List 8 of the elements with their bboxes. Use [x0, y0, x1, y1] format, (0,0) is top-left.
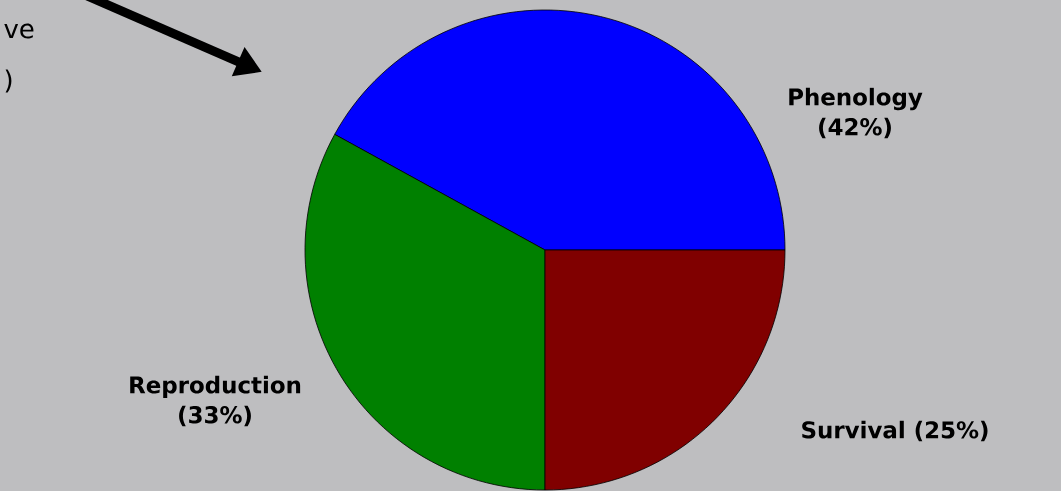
text: ): [5, 69, 12, 93]
text: ve: [4, 23, 34, 39]
data-label: (33%): [179, 405, 251, 427]
slice-label: Phenology: [789, 87, 923, 111]
slice-label: Reproduction: [130, 375, 301, 399]
data-label: (25%): [915, 420, 988, 442]
data-label: (42%): [819, 117, 891, 139]
slice-label: Survival: [802, 420, 904, 439]
